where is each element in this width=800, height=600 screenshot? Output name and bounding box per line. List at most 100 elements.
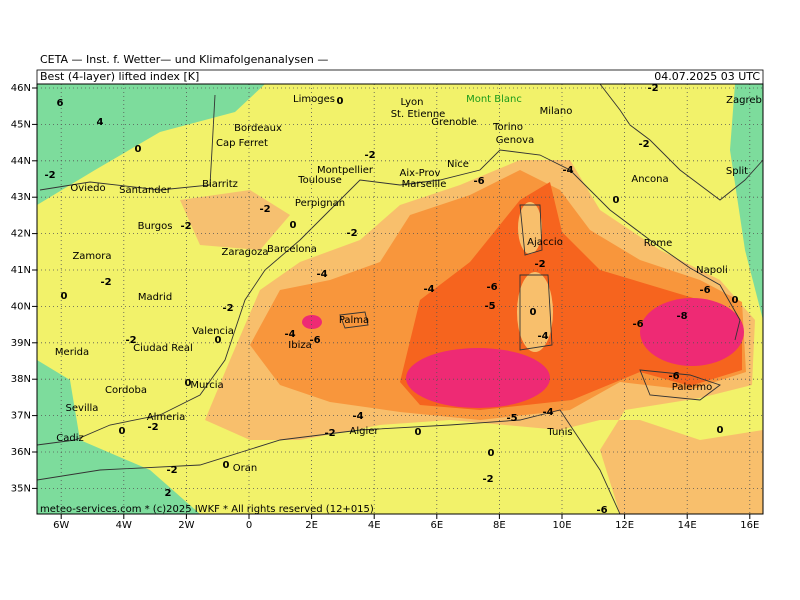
lat-label: 35N (11, 483, 31, 494)
city-label: Biarritz (202, 179, 238, 190)
contour-label: -4 (537, 331, 548, 342)
coastline (329, 149, 741, 341)
city-label: Zaragoza (221, 247, 268, 258)
contour-label: -2 (364, 150, 375, 161)
contour-label: -6 (632, 319, 643, 330)
city-label: Ancona (631, 174, 668, 185)
city-label: Merida (55, 347, 89, 358)
contour-label: -2 (125, 335, 136, 346)
coastline (339, 204, 553, 351)
city-label: Montpellier (317, 165, 374, 176)
green-area (37, 360, 200, 514)
lat-label: 41N (11, 265, 31, 276)
contour-label: 0 (215, 335, 222, 346)
lon-label: 12E (615, 520, 634, 531)
city-label: Oviedo (70, 183, 105, 194)
lat-label: 43N (11, 192, 31, 203)
contour-label: -5 (506, 413, 517, 424)
lon-label: 6E (430, 520, 443, 531)
footer: meteo-services.com * (c)2025 IWKF * All … (40, 504, 374, 515)
contour-label: -4 (316, 269, 327, 280)
lat-label: 40N (11, 301, 31, 312)
city-label: Palma (339, 315, 369, 326)
contour-label: -2 (638, 139, 649, 150)
contour-label: 0 (61, 291, 68, 302)
city-label: Ibiza (288, 340, 311, 351)
contour-label: 0 (119, 426, 126, 437)
institute: CETA — Inst. f. Wetter— und Klimafolgena… (40, 53, 328, 66)
contour-label: -2 (259, 204, 270, 215)
lat-label: 37N (11, 411, 31, 422)
contour-label: -2 (647, 83, 658, 94)
city-label: Cordoba (105, 385, 147, 396)
contour-label: 0 (732, 295, 739, 306)
lon-label: 0 (246, 520, 252, 531)
coastline (37, 409, 621, 514)
valid-time: 04.07.2025 03 UTC (654, 70, 760, 83)
city-label: Torino (492, 122, 523, 133)
city-label: Marseille (402, 179, 447, 190)
contour-label: -2 (147, 422, 158, 433)
lon-label: 16E (740, 520, 759, 531)
contour-label: -6 (486, 282, 497, 293)
city-label: Oran (233, 463, 257, 474)
city-label: Perpignan (295, 198, 345, 209)
contour-label: -4 (423, 284, 434, 295)
lon-label: 10E (552, 520, 571, 531)
lat-label: 44N (11, 156, 31, 167)
lat-label: 36N (11, 447, 31, 458)
contour-label: -2 (166, 465, 177, 476)
contour-label: 0 (337, 96, 344, 107)
magenta-area (640, 298, 744, 366)
contour-label: 0 (185, 378, 192, 389)
contour-label: -6 (699, 285, 710, 296)
contour-label: 0 (223, 460, 230, 471)
city-label: Cadiz (56, 433, 84, 444)
lon-label: 4E (368, 520, 381, 531)
lon-label: 2W (178, 520, 194, 531)
contour-label: 2 (165, 488, 172, 499)
contour-label: -2 (180, 221, 191, 232)
lat-label: 45N (11, 119, 31, 130)
city-label: Bordeaux (234, 123, 282, 134)
city-label: Ciudad Real (133, 343, 193, 354)
city-label: Lyon (400, 97, 423, 108)
contour-label: 0 (530, 307, 537, 318)
city-label: Valencia (192, 326, 234, 337)
lon-label: 14E (678, 520, 697, 531)
green-area (730, 84, 763, 320)
city-label: Zamora (72, 251, 111, 262)
orange-area (180, 190, 290, 250)
contour-label: -2 (534, 259, 545, 270)
contour-label: -2 (324, 428, 335, 439)
lon-label: 4W (116, 520, 132, 531)
contour-label: -6 (668, 371, 679, 382)
map-frame (36, 83, 764, 515)
contour-label: -2 (222, 303, 233, 314)
lat-label: 42N (11, 229, 31, 240)
city-label: Algier (349, 426, 379, 437)
city-label: Sevilla (66, 403, 99, 414)
contour-label: -6 (596, 505, 607, 516)
city-label: Napoli (696, 265, 728, 276)
city-label: Palermo (672, 382, 712, 393)
city-label: Genova (496, 135, 534, 146)
city-label: Tunis (546, 427, 572, 438)
contour-label: -6 (473, 176, 484, 187)
contour-label: -4 (542, 407, 553, 418)
city-label: Nice (447, 159, 469, 170)
city-label: Almeria (147, 412, 186, 423)
lat-label: 39N (11, 338, 31, 349)
lat-label: 46N (11, 83, 31, 94)
contour-label: -2 (482, 474, 493, 485)
contour-label: -4 (284, 329, 295, 340)
city-label: Mont Blanc (466, 94, 522, 105)
contour-label: 0 (135, 144, 142, 155)
city-label: Cap Ferret (216, 138, 268, 149)
contour-label: -8 (676, 311, 687, 322)
lon-label: 6W (53, 520, 69, 531)
coastline (37, 209, 331, 446)
city-label: Rome (644, 238, 673, 249)
